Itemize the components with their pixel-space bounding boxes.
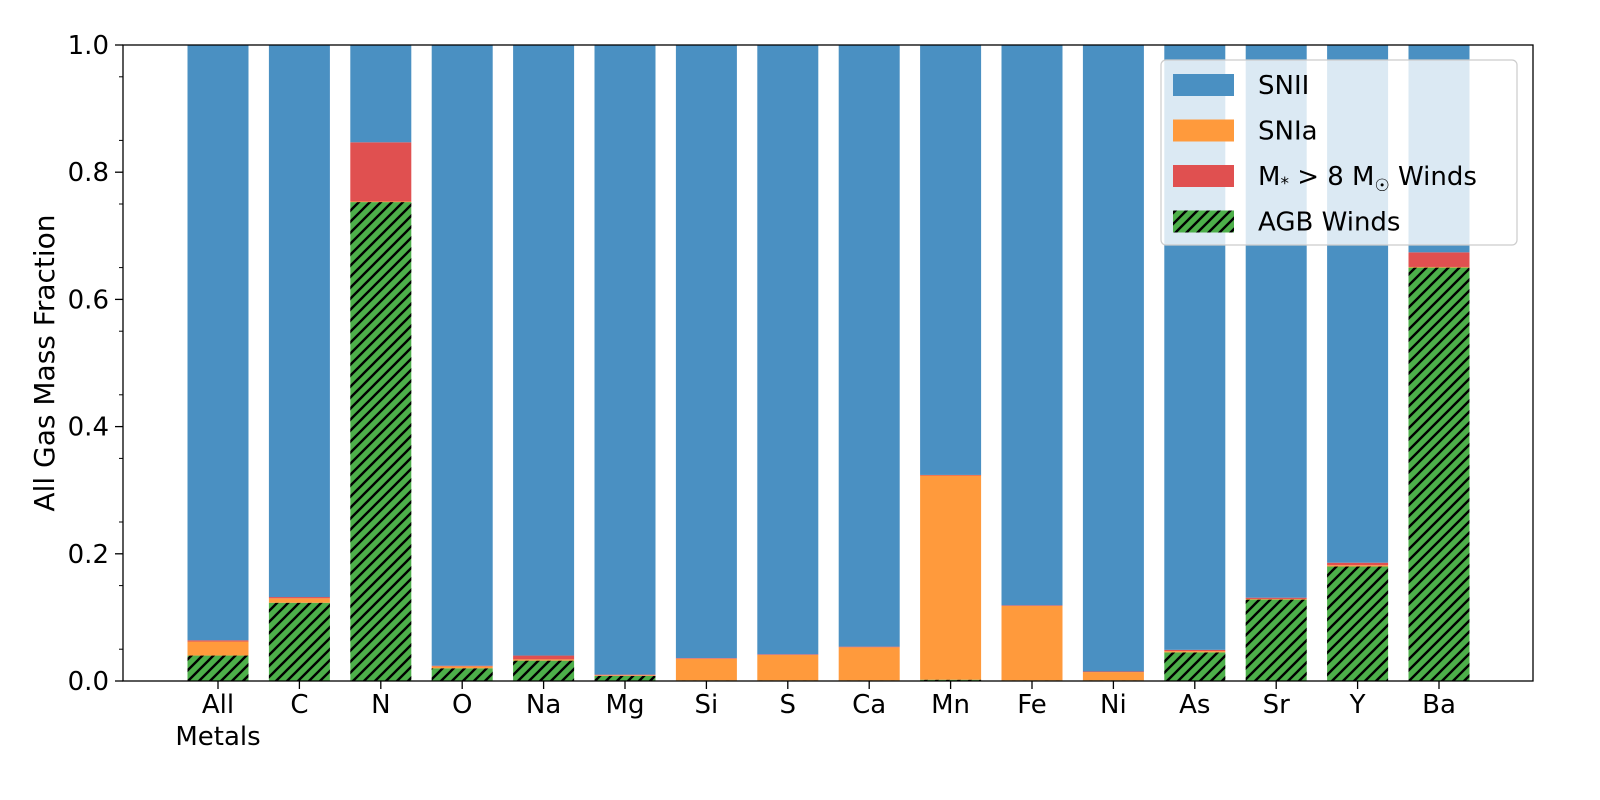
bar-m-8-m-winds-1 (268, 597, 330, 599)
bar-agb-winds-13-hatch (1245, 599, 1307, 681)
y-tick-label-3: 0.6 (68, 285, 109, 315)
x-tick-label-6: Si (695, 690, 719, 720)
bar-m-8-m-winds-13 (1245, 597, 1307, 599)
x-tick-label-1: C (290, 690, 308, 720)
y-tick-label-1: 0.2 (68, 540, 109, 570)
x-tick-label-10: Fe (1017, 690, 1047, 720)
bar-snii-11 (1082, 45, 1144, 672)
bar-snia-1 (268, 598, 330, 603)
legend-agb-winds-swatch-hatch (1173, 210, 1234, 233)
bar-snia-6 (675, 658, 737, 681)
bar-m-8-m-winds-10 (1001, 605, 1063, 606)
bar-m-8-m-winds-11 (1082, 671, 1144, 673)
bar-snii-0 (187, 45, 249, 641)
bar-m-8-m-winds-5 (594, 674, 656, 676)
bar-snia-13 (1245, 598, 1307, 600)
bars-layer (187, 45, 1470, 682)
bar-snii-2 (350, 45, 412, 143)
legend-snia-label: SNIa (1258, 117, 1318, 147)
x-tick-label-7: S (780, 690, 797, 720)
x-tick-label-0: All Metals (175, 690, 260, 752)
x-tick-label-9: Mn (931, 690, 970, 720)
bar-snia-11 (1082, 672, 1144, 681)
y-tick-label-4: 0.8 (68, 158, 109, 188)
bar-agb-winds-12-hatch (1164, 652, 1226, 681)
x-tick-label-15: Ba (1422, 690, 1456, 720)
y-axis-label: All Gas Mass Fraction (28, 214, 61, 511)
bar-m-8-m-winds-7 (757, 654, 819, 655)
bar-m-8-m-winds-2 (350, 142, 412, 202)
bar-m-8-m-winds-12 (1164, 649, 1226, 652)
bar-snii-6 (675, 45, 737, 659)
bar-m-8-m-winds-0 (187, 640, 249, 642)
bar-m-8-m-winds-4 (513, 655, 575, 660)
y-tick-label-0: 0.0 (68, 667, 109, 697)
bar-snia-2 (350, 201, 412, 203)
y-tick-label-2: 0.4 (68, 413, 109, 443)
bar-snia-7 (757, 654, 819, 681)
bar-agb-winds-2-hatch (350, 202, 412, 682)
bar-agb-winds-3-hatch (431, 668, 493, 681)
x-tick-label-2: N (371, 690, 390, 720)
bar-snia-8 (838, 647, 900, 681)
bar-snii-7 (757, 45, 819, 655)
legend-m-8-m-winds-swatch (1173, 165, 1234, 187)
bar-snia-12 (1164, 651, 1226, 653)
bar-snii-8 (838, 45, 900, 647)
bar-snii-5 (594, 45, 656, 675)
x-axis: All Metals C N O Na Mg Si S Ca Mn Fe Ni As Sr Y Ba (175, 681, 1456, 752)
bar-snii-3 (431, 45, 493, 666)
bar-snii-1 (268, 45, 330, 598)
bar-agb-winds-4-hatch (513, 660, 575, 681)
legend-snii-label: SNII (1258, 71, 1309, 101)
y-axis: 0.0 0.2 0.4 0.6 0.8 1.0 (68, 31, 123, 697)
bar-m-8-m-winds-15 (1408, 252, 1470, 267)
legend-snii-swatch (1173, 74, 1234, 96)
bar-snii-4 (513, 45, 575, 656)
legend-snia-swatch (1173, 119, 1234, 142)
bar-m-8-m-winds-6 (675, 658, 737, 659)
x-tick-label-4: Na (526, 690, 561, 720)
bar-agb-winds-5-hatch (594, 675, 656, 681)
bar-snia-9 (920, 475, 982, 680)
bar-agb-winds-0-hatch (187, 655, 249, 681)
x-tick-label-8: Ca (852, 690, 886, 720)
x-tick-label-5: Mg (606, 690, 645, 720)
legend-m-8-m-winds-label: M* > 8 M☉ Winds (1258, 162, 1477, 196)
bar-m-8-m-winds-8 (838, 646, 900, 648)
bar-snia-10 (1001, 605, 1063, 681)
legend: SNII SNIa M* > 8 M☉ Winds AGB Winds (1160, 59, 1518, 246)
x-tick-label-11: Ni (1100, 690, 1127, 720)
bar-agb-winds-14-hatch (1327, 566, 1389, 681)
legend-box (1160, 59, 1518, 246)
y-tick-label-5: 1.0 (68, 31, 109, 61)
x-tick-label-13: Sr (1263, 690, 1291, 720)
bar-m-8-m-winds-3 (431, 665, 493, 667)
plot-frame (122, 44, 1534, 682)
bar-snia-5 (594, 675, 656, 676)
bar-snia-14 (1327, 565, 1389, 567)
bar-snii-10 (1001, 45, 1063, 606)
bar-snia-15 (1408, 266, 1470, 268)
bar-snii-9 (920, 45, 982, 475)
bar-snia-3 (431, 666, 493, 669)
bar-m-8-m-winds-9 (920, 474, 982, 476)
x-tick-label-3: O (452, 690, 472, 720)
legend-agb-winds-label: AGB Winds (1258, 208, 1400, 238)
bar-snia-0 (187, 641, 249, 656)
bar-snia-4 (513, 659, 575, 661)
bar-agb-winds-1-hatch (268, 602, 330, 681)
x-tick-label-12: As (1179, 690, 1210, 720)
x-tick-label-14: Y (1349, 690, 1366, 720)
bar-m-8-m-winds-14 (1327, 562, 1389, 566)
bar-agb-winds-15-hatch (1408, 267, 1470, 681)
